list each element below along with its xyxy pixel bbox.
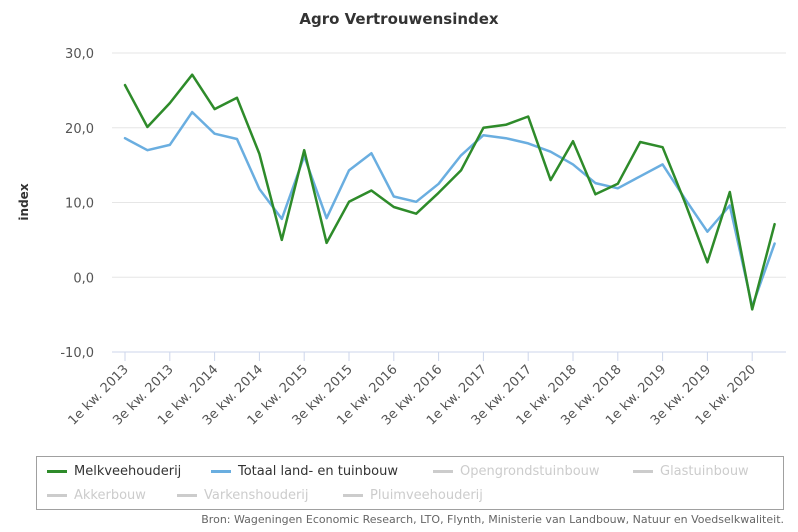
- legend-label: Glastuinbouw: [660, 464, 749, 479]
- legend-label: Totaal land- en tuinbouw: [238, 464, 398, 479]
- legend-label: Pluimveehouderij: [370, 488, 483, 503]
- legend-swatch: [47, 470, 67, 473]
- y-tick-label: 20,0: [65, 122, 94, 137]
- legend-swatch: [211, 470, 231, 473]
- legend-swatch: [633, 470, 653, 473]
- y-tick-label: 30,0: [65, 47, 94, 62]
- legend-label: Opengrondstuinbouw: [460, 464, 600, 479]
- legend-swatch: [177, 494, 197, 497]
- series-lines: [123, 73, 776, 311]
- legend-item-varkenshouderij[interactable]: Varkenshouderij: [177, 488, 309, 503]
- chart-title: Agro Vertrouwensindex: [299, 10, 499, 28]
- legend-swatch: [343, 494, 363, 497]
- legend-item-opengrondstuinbouw[interactable]: Opengrondstuinbouw: [433, 464, 600, 479]
- legend-label: Melkveehouderij: [74, 464, 182, 479]
- y-tick-label: 10,0: [65, 197, 94, 212]
- series-line-melkveehouderij: [123, 73, 776, 311]
- y-tick-label: 0,0: [73, 271, 94, 286]
- legend: Melkveehouderij Totaal land- en tuinbouw…: [36, 456, 784, 510]
- legend-item-pluimveehouderij[interactable]: Pluimveehouderij: [343, 488, 483, 503]
- legend-swatch: [433, 470, 453, 473]
- y-axis-label: index: [17, 183, 31, 220]
- legend-label: Akkerbouw: [74, 488, 146, 503]
- legend-item-totaal[interactable]: Totaal land- en tuinbouw: [211, 464, 398, 479]
- legend-item-melkveehouderij[interactable]: Melkveehouderij: [47, 464, 181, 479]
- legend-item-glastuinbouw[interactable]: Glastuinbouw: [633, 464, 749, 479]
- legend-label: Varkenshouderij: [204, 488, 309, 503]
- legend-swatch: [47, 494, 67, 497]
- y-tick-label: -10,0: [60, 346, 94, 361]
- gridlines: [112, 52, 786, 361]
- y-tick-labels: -10,0 0,0 10,0 20,0 30,0: [60, 47, 94, 361]
- source-note: Bron: Wageningen Economic Research, LTO,…: [201, 513, 784, 526]
- legend-item-akkerbouw[interactable]: Akkerbouw: [47, 488, 146, 503]
- series-line-totaal-land-en-tuinbouw: [123, 110, 776, 308]
